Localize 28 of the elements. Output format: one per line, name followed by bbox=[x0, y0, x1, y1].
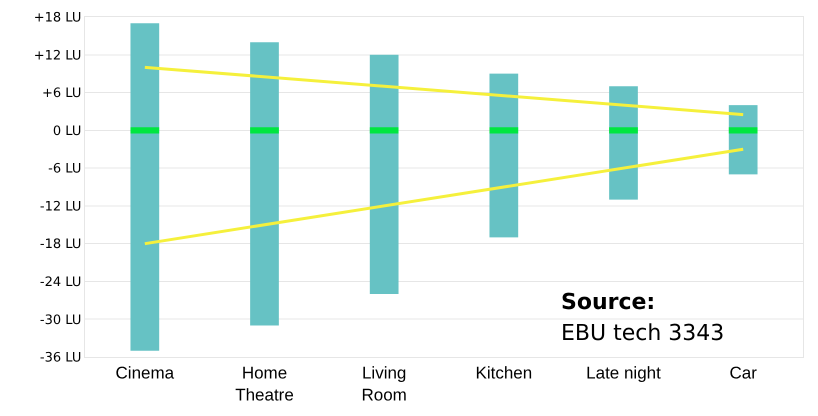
y-tick-label: -24 LU bbox=[40, 274, 82, 290]
annotation: Source: bbox=[561, 290, 656, 315]
x-tick-label: Home Theatre bbox=[235, 363, 294, 404]
x-tick-label: Living Room bbox=[361, 363, 407, 404]
bar bbox=[370, 127, 399, 134]
y-tick-label: +18 LU bbox=[34, 10, 82, 26]
bar bbox=[250, 127, 279, 134]
bar bbox=[130, 23, 160, 351]
y-tick-label: -36 LU bbox=[40, 350, 82, 366]
bar bbox=[489, 74, 518, 238]
y-tick-label: +12 LU bbox=[34, 48, 82, 64]
x-tick-label: Car bbox=[729, 363, 758, 382]
bar bbox=[130, 127, 160, 134]
y-tick-label: -12 LU bbox=[40, 199, 82, 214]
y-tick-label: +6 LU bbox=[42, 86, 82, 102]
x-tick-label: Late night bbox=[586, 363, 662, 382]
y-tick-label: -18 LU bbox=[40, 237, 82, 252]
annotation: EBU tech 3343 bbox=[561, 321, 724, 346]
bar bbox=[609, 127, 638, 134]
y-tick-label: 0 LU bbox=[52, 124, 82, 139]
bar bbox=[250, 42, 279, 326]
x-tick-label: Kitchen bbox=[475, 363, 532, 382]
bar bbox=[489, 127, 518, 134]
y-tick-label: -30 LU bbox=[40, 312, 82, 328]
bar bbox=[728, 127, 758, 134]
y-tick-label: -6 LU bbox=[48, 162, 82, 177]
x-tick-label: Cinema bbox=[116, 363, 175, 382]
bar bbox=[370, 54, 399, 294]
